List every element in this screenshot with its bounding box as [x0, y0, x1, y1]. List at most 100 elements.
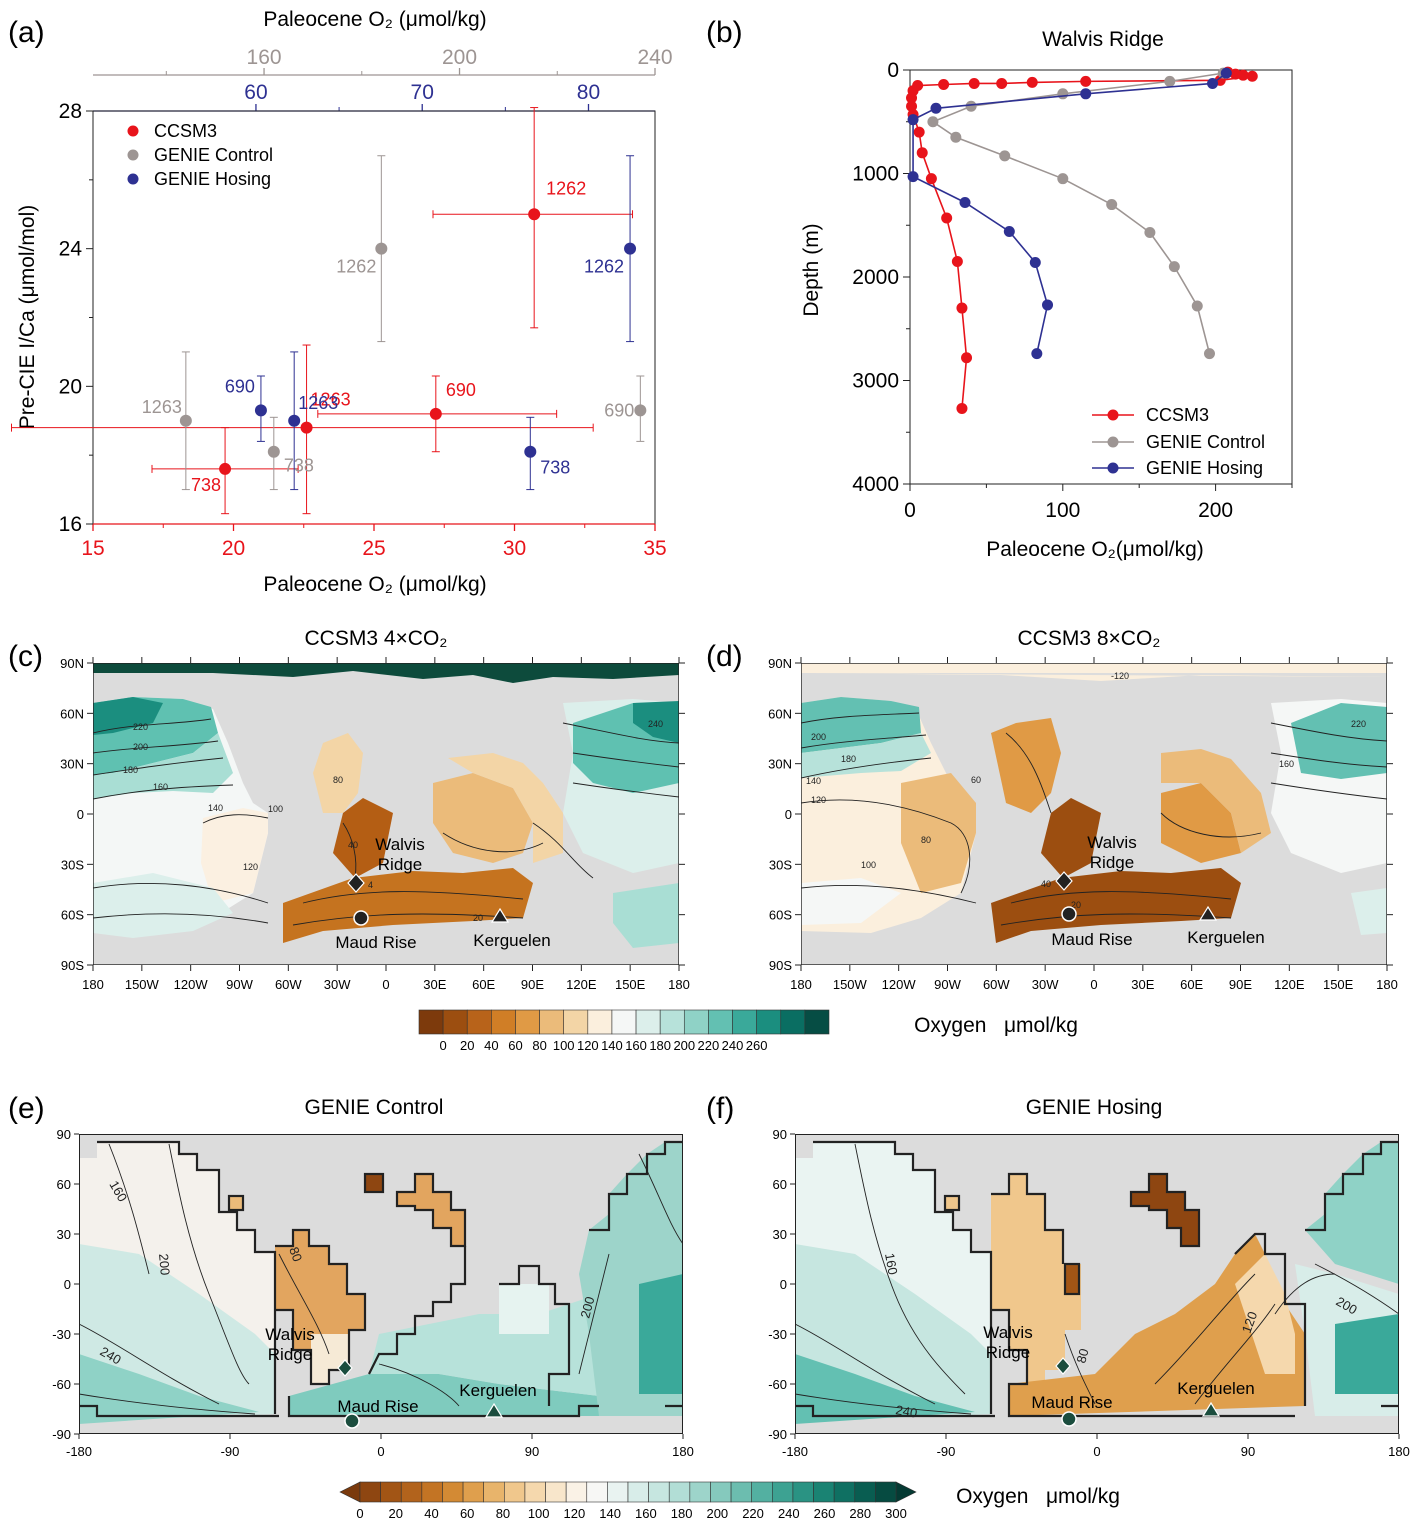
data-point [1080, 88, 1092, 100]
coastline-path [1063, 1262, 1081, 1296]
contour-line [93, 784, 234, 800]
data-point [1191, 300, 1203, 312]
colorbar-tick-label: 20 [388, 1506, 402, 1521]
panel-e-axis-ticks: 90 60 30 0 -30 -60 -90 -180 -90 0 90 180 [52, 1127, 694, 1459]
x-tick-label: 20 [222, 537, 245, 560]
y-tick-label: 1000 [852, 163, 899, 186]
lat-tick-label: -30 [768, 1327, 787, 1342]
panel-a-top-axis-label: Paleocene O₂ (μmol/kg) [263, 8, 486, 31]
contour-label: 200 [133, 742, 148, 752]
panel-label-f: (f) [706, 1092, 734, 1125]
data-label: 690 [604, 400, 634, 420]
contour-label: 60 [971, 775, 981, 785]
contour-label: 220 [1351, 719, 1366, 729]
coastline-path [275, 1228, 367, 1386]
colorbar-swatch [854, 1481, 876, 1503]
data-label: 1262 [584, 257, 624, 277]
maud-rise-circle-marker [353, 910, 369, 926]
contour-label: 200 [811, 732, 826, 742]
data-label: 1262 [546, 178, 586, 198]
data-point [941, 212, 953, 224]
contour-line [854, 1143, 966, 1395]
panel-d: CCSM3 8×CO₂ [768, 627, 1398, 992]
colorbar-tick-label: 220 [742, 1506, 764, 1521]
contour-label: 240 [648, 719, 663, 729]
lon-tick-label: 0 [377, 1444, 384, 1459]
contour-line [1314, 1263, 1399, 1315]
panel-label-e: (e) [8, 1092, 45, 1125]
lon-tick-label: 180 [672, 1444, 694, 1459]
north-pacific-high [801, 697, 921, 753]
coastline-path [991, 1308, 1295, 1418]
panel-d-map: 200 180 140 120 100 80 60 40 20 160 220 … [801, 663, 1387, 965]
colorbar-tick-label: 160 [635, 1506, 657, 1521]
ocean-cell [945, 1196, 959, 1210]
data-point [1057, 173, 1069, 185]
data-point [938, 78, 950, 90]
maud-rise-label: Maud Rise [337, 1397, 418, 1416]
colorbar-tick-label: 240 [778, 1506, 800, 1521]
panel-f-title: GENIE Hosing [1026, 1096, 1163, 1119]
colorbar-swatch [380, 1481, 402, 1503]
lat-tick-label: 90S [769, 958, 792, 973]
lon-tick-label: 150E [1323, 977, 1354, 992]
coastline-path [1129, 1172, 1201, 1248]
panel-b-title: Walvis Ridge [1042, 28, 1164, 51]
contour-label: 4 [368, 880, 373, 890]
colorbar-swatch [648, 1481, 670, 1503]
colorbar-tick-label: 100 [528, 1506, 550, 1521]
data-point [524, 445, 537, 458]
data-point [968, 77, 980, 89]
data-point [1168, 261, 1180, 273]
data-point [1029, 257, 1041, 269]
east-pacific-high [1305, 1142, 1399, 1284]
panel-e: GENIE Control [52, 1096, 694, 1459]
colorbar-swatch [611, 1009, 637, 1035]
contour-label: 100 [861, 860, 876, 870]
contour-label: 220 [133, 722, 148, 732]
contour-line [1154, 1273, 1256, 1385]
lat-tick-label: 60N [768, 706, 792, 721]
lon-tick-label: 0 [1090, 977, 1097, 992]
panel-e-title: GENIE Control [305, 1096, 444, 1119]
colorbar-tick-label: 0 [356, 1506, 363, 1521]
panel-label-d: (d) [706, 640, 743, 673]
colorbar-swatch [607, 1481, 629, 1503]
indian-ocean-north [499, 1284, 549, 1334]
east-pacific-low [201, 808, 268, 903]
panel-a-data-marks: 1262 1263 690 738 1262 1263 690 738 1262 1263 690 7… [11, 107, 647, 515]
south-atlantic-mid [311, 1334, 349, 1384]
data-point [179, 414, 192, 427]
lat-tick-label: -90 [52, 1427, 71, 1442]
contour-line [108, 1143, 150, 1275]
lat-tick-label: 90N [60, 656, 84, 671]
lat-tick-label: 0 [64, 1277, 71, 1292]
contour-line [1274, 1273, 1336, 1315]
colorbar-swatch [491, 1009, 516, 1035]
colorbar-swatch [418, 1009, 444, 1035]
panel-a-y-label: Pre-CIE I/Ca (μmol/mol) [16, 205, 39, 429]
panel-label-c: (c) [8, 640, 43, 673]
lon-tick-label: 120W [174, 977, 209, 992]
arctic-high-oxygen [93, 663, 679, 683]
colorbar-swatch [659, 1009, 685, 1035]
data-point [951, 255, 963, 267]
lon-tick-label: -90 [937, 1444, 956, 1459]
panel-c-map: 220 200 180 160 140 120 100 80 40 4 20 2… [93, 663, 679, 965]
data-point [429, 407, 442, 420]
lon-tick-label: 0 [382, 977, 389, 992]
data-point [1003, 225, 1015, 237]
colorbar-tick-label: 100 [553, 1038, 575, 1053]
contour-line [93, 718, 212, 734]
kerguelen-triangle-marker [490, 907, 510, 923]
coastline-path [395, 1172, 467, 1248]
data-point [1057, 88, 1069, 100]
contour-line [93, 883, 269, 904]
data-point [375, 242, 388, 255]
lon-tick-label: 150E [615, 977, 646, 992]
south-pacific-high [795, 1354, 975, 1424]
walvis-ridge-label: Walvis Ridge [375, 835, 424, 874]
lat-tick-label: 60S [769, 908, 792, 923]
data-label: 690 [446, 380, 476, 400]
data-point [1031, 348, 1043, 360]
